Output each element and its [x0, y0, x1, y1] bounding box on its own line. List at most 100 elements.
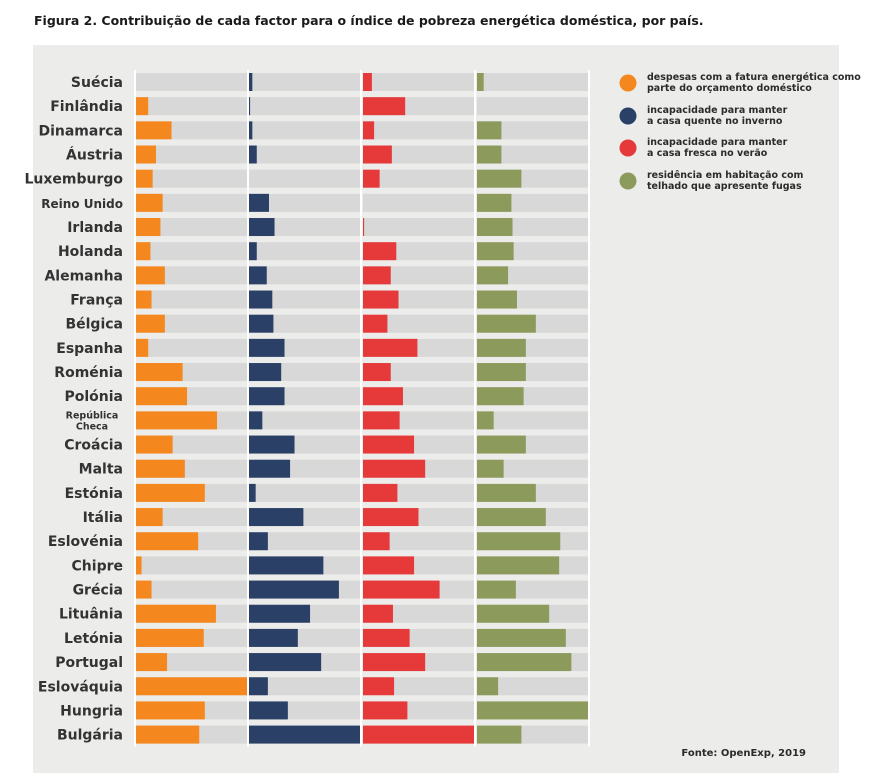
bar-alemanha-s1	[136, 266, 165, 285]
country-label: Hungria	[60, 703, 123, 719]
bar-italia-s2	[249, 508, 304, 527]
bar-track	[477, 459, 588, 478]
bar-estonia-s2	[249, 483, 256, 502]
country-label: Eslováquia	[38, 679, 123, 695]
country-label: Holanda	[58, 244, 123, 260]
bar-eslovenia-s4	[477, 532, 561, 551]
bar-eslovenia-s1	[136, 532, 199, 551]
bar-romenia-s4	[477, 363, 526, 382]
bar-track	[136, 193, 247, 212]
bar-track	[249, 677, 360, 696]
bar-grecia-s1	[136, 580, 152, 599]
bar-eslovenia-s2	[249, 532, 268, 551]
country-label: Finlândia	[50, 99, 123, 115]
country-label: Luxemburgo	[24, 172, 123, 188]
country-label: Suécia	[71, 75, 123, 91]
bars	[136, 73, 588, 744]
bar-hungria-s3	[363, 701, 408, 720]
country-label: Roménia	[54, 365, 123, 381]
bar-franca-s2	[249, 290, 273, 309]
bar-track	[477, 677, 588, 696]
bar-republica-checa-s1	[136, 411, 218, 430]
country-label: Grécia	[73, 583, 123, 599]
legend-label: despesas com a fatura energética como par…	[647, 72, 861, 94]
bar-lituania-s1	[136, 604, 216, 623]
bar-track	[136, 169, 247, 188]
bar-franca-s4	[477, 290, 517, 309]
country-label: Croácia	[64, 438, 123, 454]
bar-chipre-s2	[249, 556, 324, 575]
bar-luxemburgo-s1	[136, 169, 153, 188]
country-label: Letónia	[64, 631, 123, 647]
bar-austria-s1	[136, 145, 156, 164]
country-label: República Checa	[66, 410, 119, 432]
bar-track	[477, 411, 588, 430]
chart-panel	[33, 45, 839, 773]
bar-track	[249, 97, 360, 116]
bar-malta-s4	[477, 459, 504, 478]
bar-portugal-s4	[477, 653, 572, 672]
bar-luxemburgo-s4	[477, 169, 522, 188]
bar-eslovaquia-s1	[136, 677, 247, 696]
bar-irlanda-s3	[363, 218, 365, 237]
bar-chipre-s1	[136, 556, 142, 575]
bar-track	[477, 73, 588, 91]
bar-belgica-s2	[249, 314, 274, 333]
bar-alemanha-s4	[477, 266, 509, 285]
bar-track	[249, 411, 360, 430]
bar-suecia-s4	[477, 73, 484, 91]
bar-romenia-s3	[363, 363, 391, 382]
country-label: Eslovénia	[48, 534, 123, 550]
bar-track	[249, 483, 360, 502]
bar-letonia-s1	[136, 628, 204, 647]
bar-track	[136, 218, 247, 237]
bar-track	[249, 121, 360, 140]
bar-letonia-s2	[249, 628, 298, 647]
bar-belgica-s1	[136, 314, 165, 333]
legend-marker	[619, 172, 637, 190]
bar-austria-s4	[477, 145, 502, 164]
bar-hungria-s1	[136, 701, 205, 720]
bar-suecia-s2	[249, 73, 253, 91]
bar-alemanha-s3	[363, 266, 391, 285]
bar-irlanda-s2	[249, 218, 275, 237]
bar-republica-checa-s3	[363, 411, 400, 430]
bar-eslovaquia-s4	[477, 677, 499, 696]
bar-espanha-s2	[249, 338, 285, 357]
bar-lituania-s2	[249, 604, 311, 623]
bar-grecia-s4	[477, 580, 516, 599]
bar-polonia-s2	[249, 387, 285, 406]
bar-dinamarca-s3	[363, 121, 375, 140]
bar-grecia-s3	[363, 580, 440, 599]
bar-franca-s3	[363, 290, 399, 309]
bar-track	[136, 290, 247, 309]
bar-track	[249, 266, 360, 285]
bar-track	[363, 73, 474, 91]
bar-estonia-s4	[477, 483, 536, 502]
bar-alemanha-s2	[249, 266, 267, 285]
bar-lituania-s4	[477, 604, 550, 623]
bar-croacia-s3	[363, 435, 415, 454]
bar-track	[136, 556, 247, 575]
bar-track	[136, 338, 247, 357]
bar-hungria-s2	[249, 701, 288, 720]
country-label: Portugal	[55, 655, 123, 671]
bar-holanda-s2	[249, 242, 257, 261]
country-label: Áustria	[66, 147, 123, 164]
bar-finlandia-s1	[136, 97, 149, 116]
bar-track	[249, 290, 360, 309]
bar-bulgaria-s2	[249, 725, 360, 744]
bar-track	[136, 73, 247, 91]
legend-marker	[619, 74, 637, 92]
legend-marker	[619, 139, 637, 157]
country-label: Dinamarca	[38, 123, 123, 139]
bar-track	[249, 73, 360, 91]
bar-portugal-s2	[249, 653, 322, 672]
bar-track	[249, 218, 360, 237]
bar-irlanda-s4	[477, 218, 513, 237]
bar-malta-s3	[363, 459, 426, 478]
bar-track	[249, 532, 360, 551]
bar-holanda-s4	[477, 242, 514, 261]
figure-title: Figura 2. Contribuição de cada factor pa…	[34, 13, 704, 28]
bar-finlandia-s2	[249, 97, 251, 116]
